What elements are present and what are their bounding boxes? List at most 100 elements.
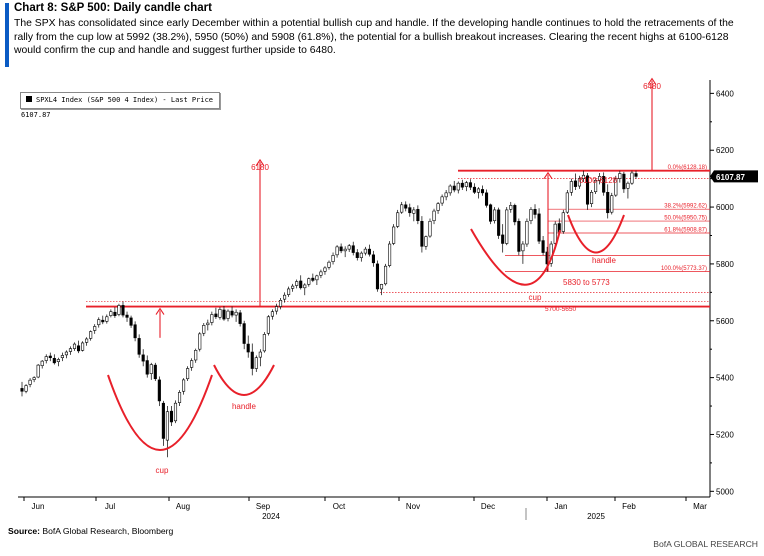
candle: [509, 205, 513, 210]
candle: [626, 182, 630, 189]
candle: [226, 310, 230, 319]
last-price-label: 6107.87: [716, 173, 745, 182]
x-tick-label: Feb: [622, 502, 636, 511]
cup-label-2025: cup: [529, 293, 542, 302]
x-tick-label: Oct: [333, 502, 346, 511]
target-arrow-2024-head: [255, 158, 265, 167]
cup-depth-arrow-2025-head: [543, 171, 553, 179]
candle: [541, 240, 545, 253]
candle: [20, 388, 24, 392]
x-tick-label: Sep: [256, 502, 271, 511]
candle: [517, 220, 521, 252]
candle: [513, 205, 517, 223]
candle: [250, 351, 254, 369]
candle: [303, 284, 307, 289]
candle: [85, 338, 89, 343]
candle: [468, 182, 472, 188]
candle: [452, 185, 456, 191]
x-tick-label: Jun: [32, 502, 45, 511]
candle: [388, 243, 392, 266]
candle: [489, 204, 493, 222]
candle: [533, 209, 537, 215]
candle: [456, 182, 460, 191]
candle: [254, 357, 258, 369]
candle: [28, 379, 32, 385]
y-tick-label: 6200: [716, 146, 734, 155]
candle: [64, 351, 68, 356]
candle: [565, 192, 569, 213]
last-price-tag: [710, 170, 758, 183]
candle: [169, 410, 174, 423]
candle: [614, 178, 618, 196]
candle: [384, 265, 388, 285]
candle: [472, 186, 476, 193]
candle: [210, 314, 214, 323]
candle: [448, 185, 452, 194]
candle: [238, 312, 242, 324]
candle: [52, 357, 56, 364]
chart-legend: SPXL4 Index (S&P 500 4 Index) - Last Pri…: [20, 92, 220, 119]
candle: [569, 181, 573, 193]
x-tick-label: Jul: [105, 502, 115, 511]
candle: [347, 245, 351, 250]
candle: [598, 176, 602, 181]
candle: [278, 300, 283, 307]
candle: [440, 196, 444, 204]
candle: [194, 350, 198, 361]
support-band-label: 5830 to 5773: [563, 278, 610, 287]
candle: [359, 252, 363, 258]
handle-label-2025: handle: [592, 256, 617, 265]
candle: [44, 356, 48, 361]
candle: [295, 281, 299, 286]
candle: [339, 246, 343, 252]
candle: [573, 180, 577, 187]
candle: [529, 209, 533, 222]
candle: [460, 182, 464, 188]
candle: [577, 178, 581, 187]
candle: [416, 209, 420, 222]
candle: [230, 310, 234, 316]
candle: [408, 207, 412, 214]
candle: [363, 248, 367, 254]
candle: [432, 210, 436, 222]
year-label: 2025: [587, 512, 605, 521]
candle: [590, 191, 594, 204]
candle: [262, 334, 266, 352]
candle: [404, 204, 408, 209]
candle: [525, 220, 529, 245]
candle: [246, 343, 250, 353]
candle: [218, 309, 222, 318]
candle: [497, 209, 501, 236]
candle: [177, 392, 182, 403]
candle: [234, 311, 238, 316]
y-tick-label: 5600: [716, 317, 734, 326]
candle: [101, 319, 105, 323]
cup-label-2024: cup: [156, 466, 169, 475]
candle: [412, 209, 416, 214]
y-tick-label: 6400: [716, 89, 734, 98]
candle: [68, 348, 73, 352]
title-accent-bar: [5, 3, 9, 67]
candle: [311, 277, 315, 281]
candle: [553, 223, 557, 244]
y-tick-label: 5400: [716, 374, 734, 383]
candle: [36, 364, 40, 378]
retracement-label: 100.0%(5773.37): [661, 266, 707, 272]
support-band-label: 5700-5650: [545, 306, 576, 313]
candle: [145, 360, 149, 375]
y-tick-label: 5000: [716, 487, 734, 496]
x-tick-label: Aug: [176, 502, 190, 511]
handle-curve-2025: [567, 214, 625, 254]
candle: [581, 174, 586, 179]
candle: [198, 333, 202, 350]
candle: [396, 212, 400, 227]
candle: [287, 288, 291, 295]
candle: [149, 364, 153, 374]
candle: [182, 379, 186, 392]
candle: [367, 248, 371, 255]
candle: [242, 323, 246, 344]
candle: [537, 213, 541, 242]
retracement-label: 61.8%(5908.87): [664, 227, 707, 233]
candle: [420, 220, 424, 247]
